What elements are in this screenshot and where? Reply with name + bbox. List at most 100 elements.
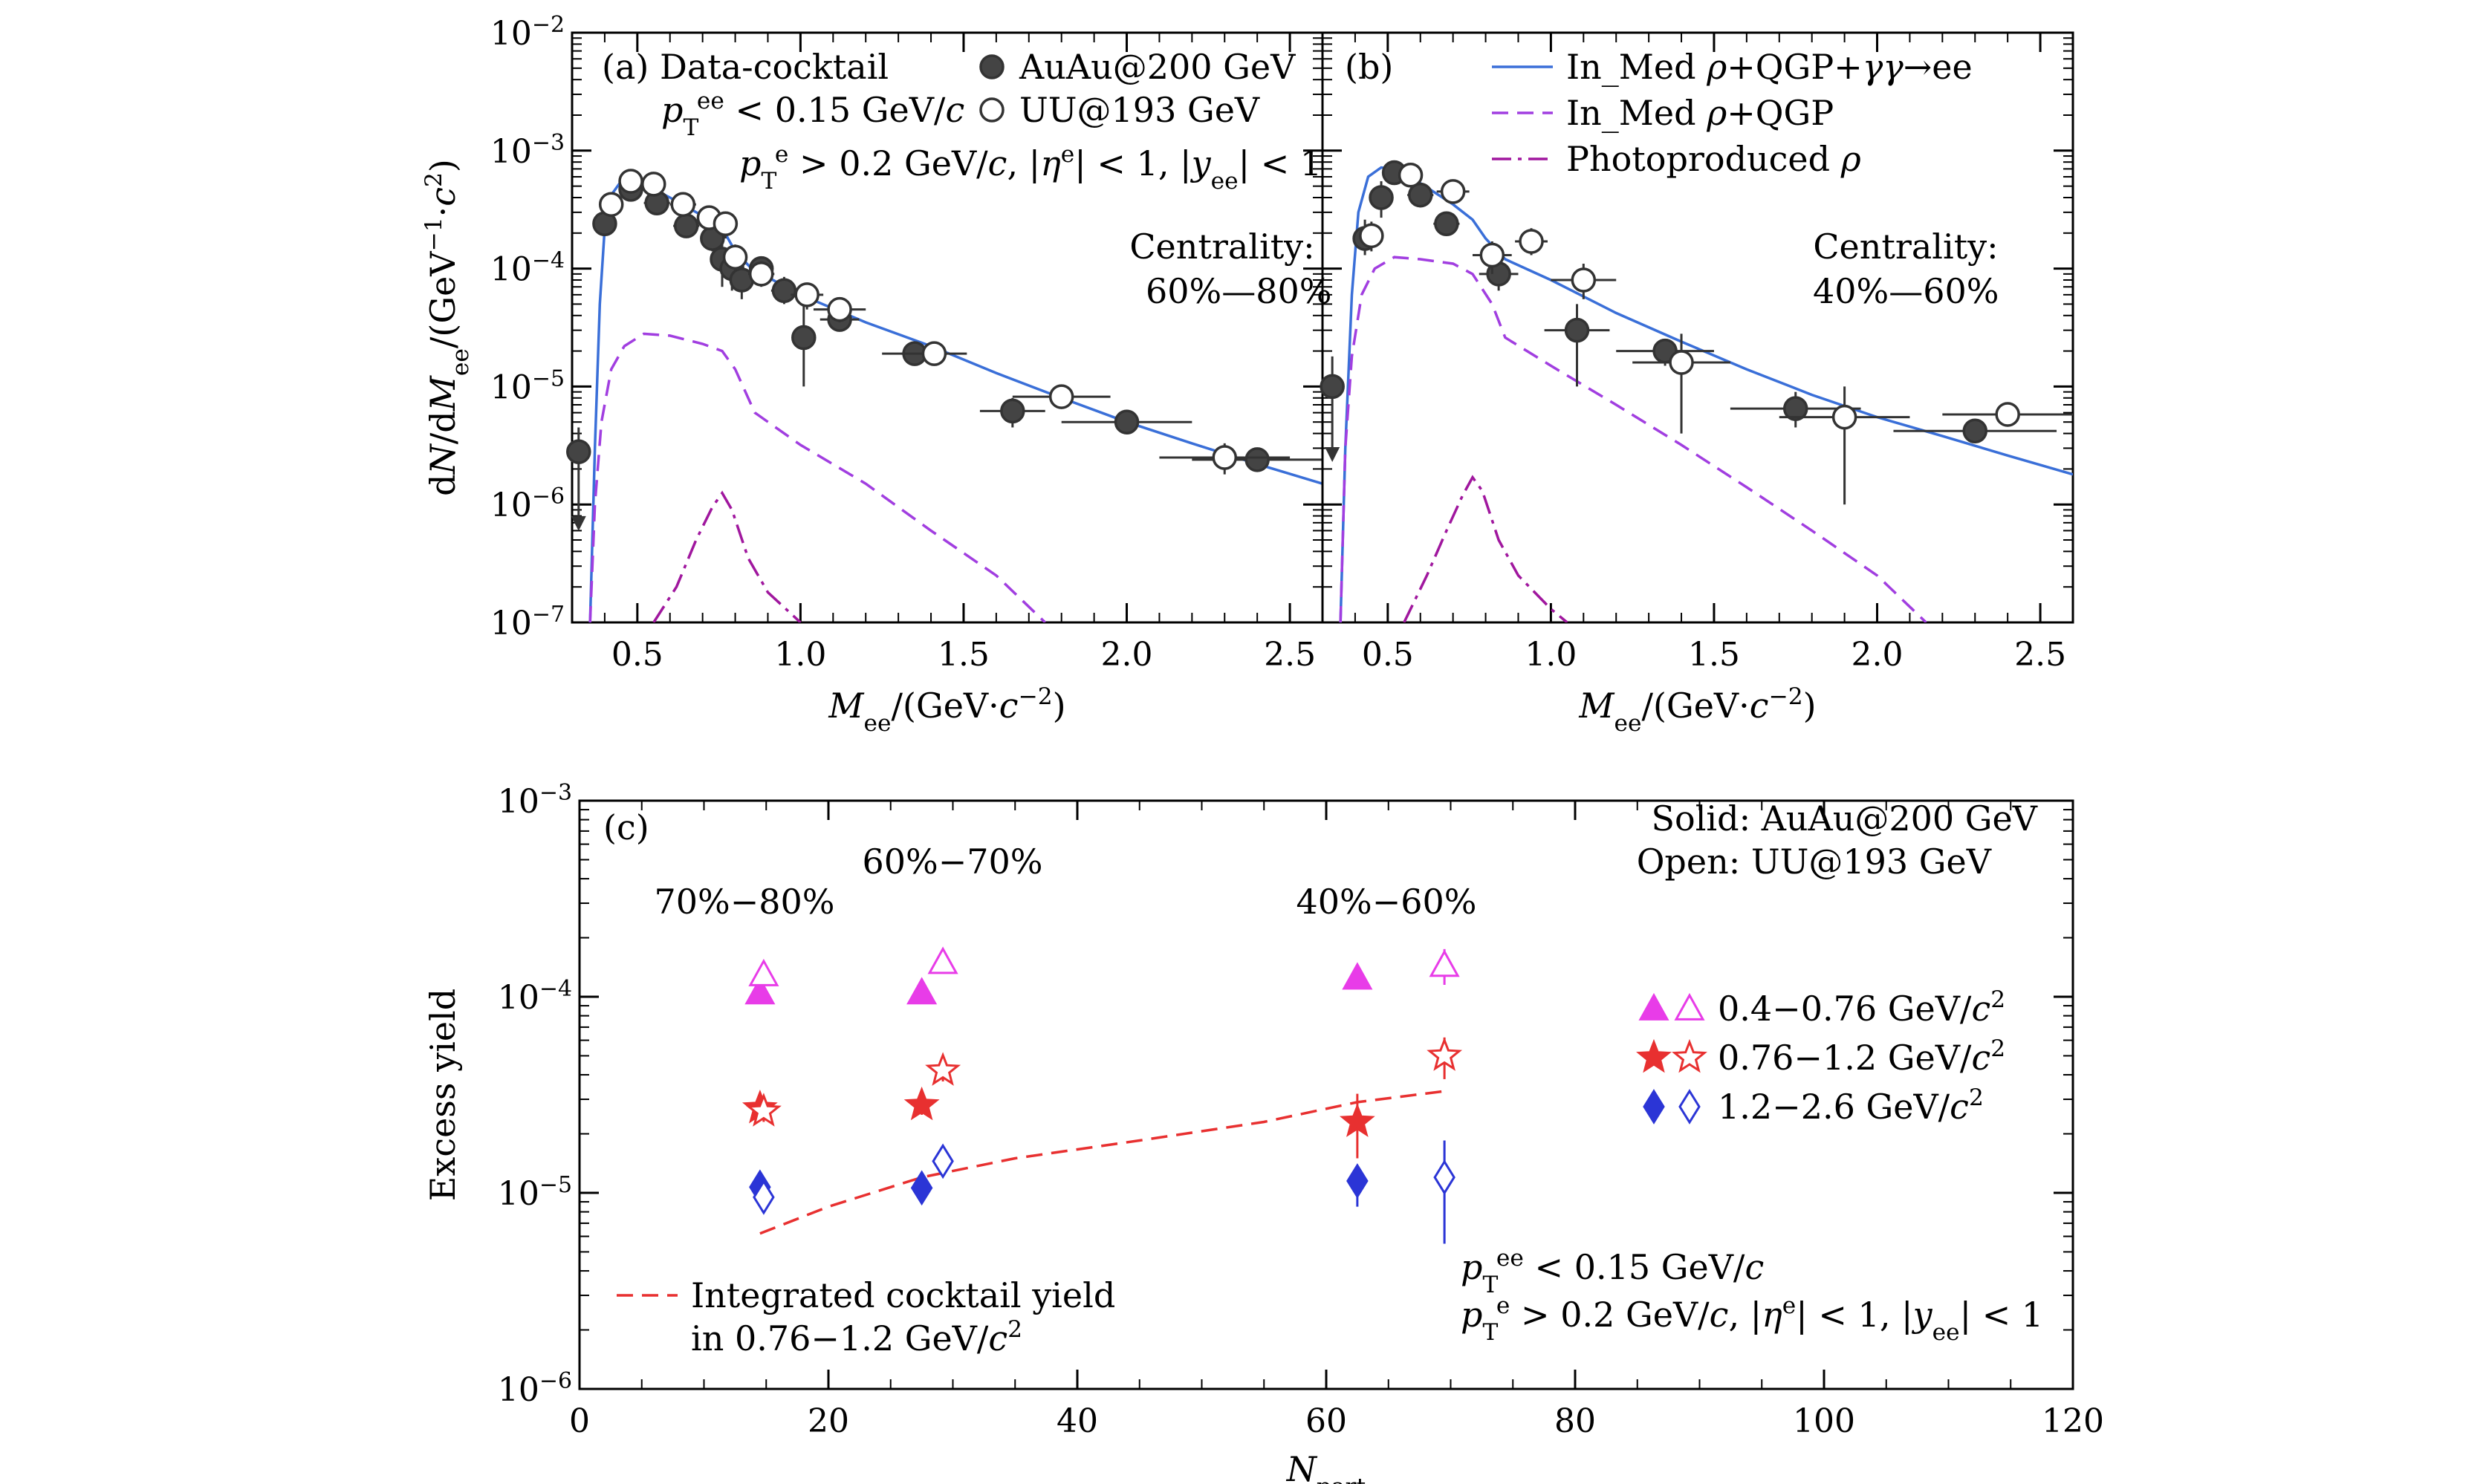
- selection-text-part: | < 1: [1239, 143, 1322, 183]
- legend-triangle-solid: [1638, 992, 1669, 1021]
- auau-data-point: [1782, 396, 1808, 421]
- y-axis-label-part: /d: [423, 411, 463, 444]
- x-axis-label-part: −2: [1019, 683, 1053, 710]
- y-tick-label-part: 10: [498, 1371, 539, 1409]
- y-tick-label-part: −6: [539, 1368, 572, 1394]
- x-tick-label: 20: [808, 1402, 849, 1440]
- auau-data-point: [1000, 398, 1025, 424]
- auau-data-point: [791, 325, 817, 351]
- y-tick-label: 10−4: [490, 247, 565, 289]
- legend-label-1-part: c: [1971, 989, 1990, 1029]
- y-tick-label-part: 10: [490, 251, 532, 289]
- y-axis-label: Excess yield: [423, 989, 463, 1201]
- legend-label-1-part: +QGP+: [1727, 47, 1863, 87]
- legend-label-1-part: In_Med: [1566, 47, 1707, 87]
- x-tick-label: 2.5: [1264, 636, 1316, 674]
- selection-text-part: e: [1061, 141, 1075, 168]
- x-tick-label: 1.0: [774, 636, 826, 674]
- upper-limit-arrow: [571, 515, 586, 531]
- x-axis-label-part: −2: [1769, 683, 1803, 710]
- uu-data-point: [1359, 223, 1384, 249]
- x-tick-label: 2.0: [1851, 636, 1904, 674]
- x-axis-label-part: /(GeV·: [1642, 686, 1750, 726]
- uu-data-point: [794, 282, 820, 307]
- selection-text-part: y: [1190, 143, 1212, 183]
- centrality-label: 70%−80%: [654, 882, 834, 922]
- diamond-solid-point: [1346, 1163, 1369, 1199]
- y-tick-label-part: 10: [490, 486, 532, 524]
- y-axis-label-part: N: [423, 443, 463, 475]
- selection-text: pTe > 0.2 GeV/c, |ηe| < 1, |yee| < 1: [739, 141, 1322, 195]
- auau-data-point: [673, 213, 699, 238]
- legend-diamond-open: [1678, 1089, 1701, 1125]
- y-tick-label: 10−2: [490, 12, 565, 53]
- selection-text-part: c: [1745, 1247, 1764, 1287]
- uu-data-point: [713, 211, 739, 236]
- y-tick-label: 10−3: [498, 780, 572, 821]
- x-tick-label: 0: [569, 1402, 590, 1440]
- selection-text: pTe > 0.2 GeV/c, |ηe| < 1, |yee| < 1: [1461, 1292, 2043, 1346]
- uu-data-point: [618, 169, 643, 194]
- legend-label-3-part: 1.2−2.6 GeV/: [1718, 1087, 1950, 1127]
- y-axis-label-part: /(GeV: [423, 251, 463, 348]
- x-axis-label-part: /(GeV·: [892, 686, 999, 726]
- selection-text: pTee < 0.15 GeV/c: [661, 88, 964, 141]
- selection-text-part: p: [739, 143, 761, 183]
- y-axis-label: dN/dMee/(GeV−1·c2): [421, 159, 474, 496]
- auau-data-point: [771, 278, 797, 304]
- y-tick-label-part: 10: [498, 783, 539, 821]
- centrality-label: 60%−70%: [862, 842, 1042, 882]
- auau-data-point: [1244, 447, 1270, 472]
- diamond-open-point: [753, 1179, 775, 1215]
- x-axis-label-part: ee: [864, 710, 892, 737]
- y-tick-label-part: 10: [490, 15, 532, 53]
- legend-label-1-part: ρ: [1706, 47, 1727, 87]
- legend-label-2-part: 0.76−1.2 GeV/: [1718, 1038, 1972, 1078]
- centrality-value: 40%—60%: [1813, 271, 1999, 311]
- panel-label: (b): [1345, 47, 1393, 87]
- star-open-point: [1427, 1037, 1463, 1071]
- selection-text-part: c: [1710, 1295, 1729, 1335]
- legend-label-1-part: 0.4−0.76 GeV/: [1718, 989, 1972, 1029]
- legend-label-1-part: 2: [1990, 986, 2005, 1013]
- x-tick-label: 2.5: [2014, 636, 2066, 674]
- triangle-open-point: [748, 958, 779, 986]
- uu-data-point: [722, 244, 748, 270]
- legend-cocktail-label-2: in 0.76−1.2 GeV/c2: [691, 1316, 1022, 1358]
- y-tick-label-part: −4: [539, 976, 572, 1002]
- x-tick-label: 100: [1793, 1402, 1855, 1440]
- legend-uu-marker: [979, 97, 1005, 123]
- uu-data-point: [1519, 229, 1544, 254]
- uu-data-point: [598, 192, 624, 217]
- triangle-solid-point: [744, 977, 776, 1005]
- y-tick-label-part: −6: [532, 484, 565, 510]
- y-tick-label-part: 10: [490, 368, 532, 406]
- selection-text-part: y: [1912, 1295, 1933, 1335]
- y-tick-label-part: −2: [532, 12, 565, 38]
- x-axis-label-part: ): [1803, 686, 1817, 726]
- auau-data-point: [1962, 418, 1988, 443]
- cocktail-curve: [759, 1090, 1445, 1235]
- legend-label-2: 0.76−1.2 GeV/c2: [1718, 1035, 2005, 1078]
- selection-text-part: ee: [1496, 1245, 1524, 1272]
- uu-data-point: [1995, 402, 2020, 427]
- legend-label-3-part: c: [1950, 1087, 1969, 1127]
- x-axis-label-part: M: [1578, 686, 1615, 726]
- y-axis-label-part: ee: [447, 348, 474, 376]
- triangle-solid-point: [1342, 962, 1373, 990]
- y-tick-label-part: −4: [532, 247, 565, 273]
- y-axis-label-part: d: [423, 474, 463, 495]
- x-tick-label: 80: [1554, 1402, 1596, 1440]
- y-axis-label-part: c: [423, 187, 463, 206]
- legend-diamond-solid: [1643, 1089, 1665, 1125]
- legend-label-1-part: γγ: [1863, 47, 1904, 87]
- x-tick-label: 1.5: [938, 636, 990, 674]
- selection-text-part: p: [661, 90, 683, 130]
- selection-text-part: η: [1762, 1295, 1782, 1335]
- legend-cocktail-label: Integrated cocktail yield: [691, 1275, 1115, 1315]
- y-tick-label-part: −3: [539, 780, 572, 806]
- legend-auau-label: AuAu@200 GeV: [1019, 47, 1296, 87]
- legend-label-3-part: ρ: [1840, 139, 1861, 179]
- y-tick-label: 10−5: [490, 365, 565, 407]
- selection-text-part: T: [1482, 1319, 1498, 1346]
